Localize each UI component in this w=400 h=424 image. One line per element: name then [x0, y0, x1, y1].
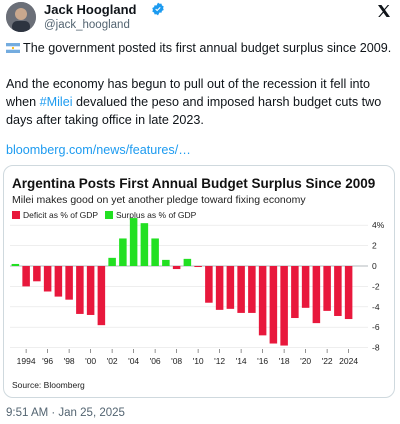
bar-1995 — [33, 266, 41, 282]
argentina-flag-icon — [6, 43, 20, 53]
hashtag-link[interactable]: #Milei — [39, 95, 73, 109]
x-tick-label: 1994 — [17, 356, 36, 366]
bar-1997 — [54, 266, 63, 297]
x-tick-label: '18 — [279, 356, 290, 366]
y-tick-label: -6 — [372, 322, 380, 332]
tweet-timestamp[interactable]: 9:51 AM · Jan 25, 2025 — [6, 407, 125, 419]
bar-1994 — [22, 266, 30, 287]
bar-1999 — [76, 266, 84, 314]
chart-bars — [11, 218, 353, 346]
y-tick-label: -4 — [372, 302, 380, 312]
y-tick-label: 0 — [372, 261, 377, 271]
x-tick-label: '06 — [150, 356, 161, 366]
bar-2022 — [323, 266, 331, 311]
chart-image-card[interactable]: Argentina Posts First Annual Budget Surp… — [3, 165, 395, 398]
tweet-text-line1: The government posted its first annual b… — [6, 40, 396, 57]
x-tick-label: '20 — [300, 356, 311, 366]
bar-2019 — [291, 266, 299, 319]
x-tick-label: '00 — [85, 356, 96, 366]
bar-1993 — [11, 263, 20, 266]
tweet-text-paragraph2: And the economy has begun to pull out of… — [6, 75, 396, 129]
bar-2013 — [226, 266, 235, 309]
bar-2012 — [215, 266, 224, 310]
x-tick-label: '08 — [171, 356, 182, 366]
x-tick-label: '14 — [236, 356, 247, 366]
x-logo-icon[interactable] — [376, 3, 392, 19]
y-tick-label: -2 — [372, 281, 380, 291]
bar-chart: Argentina Posts First Annual Budget Surp… — [10, 176, 385, 390]
x-tick-label: '22 — [322, 356, 333, 366]
x-tick-label: '10 — [193, 356, 204, 366]
bar-2015 — [248, 266, 256, 313]
bar-2007 — [162, 259, 170, 266]
tweet-text-part1: And the economy has begun to pull out of… — [6, 77, 371, 109]
bar-2003 — [119, 238, 127, 266]
bar-2016 — [258, 266, 267, 336]
bar-2009 — [183, 258, 192, 266]
x-tick-label: '16 — [257, 356, 268, 366]
bar-2024 — [344, 266, 353, 320]
legend-deficit-swatch — [12, 211, 20, 219]
bar-2010 — [194, 266, 202, 268]
tweet-header: Jack Hoogland @jack_hoogland — [0, 0, 400, 36]
bar-2018 — [280, 266, 288, 346]
x-tick-label: '04 — [128, 356, 139, 366]
x-tick-label: '12 — [214, 356, 225, 366]
bar-2023 — [334, 266, 342, 316]
bar-2017 — [269, 266, 278, 344]
avatar[interactable] — [6, 2, 36, 32]
bar-1996 — [43, 266, 52, 292]
y-tick-label: 4% — [372, 220, 385, 230]
y-axis-ticks: 4% 2 0 -2 -4 -6 -8 — [372, 220, 385, 352]
legend-surplus-label: Surplus as % of GDP — [116, 210, 197, 220]
chart-subtitle: Milei makes good on yet another pledge t… — [12, 194, 306, 206]
x-tick-label: 2024 — [339, 356, 358, 366]
bar-2011 — [205, 266, 213, 303]
chart-source: Source: Bloomberg — [12, 380, 85, 390]
bar-2005 — [140, 223, 149, 266]
author-name[interactable]: Jack Hoogland — [44, 2, 137, 17]
bar-2008 — [172, 266, 181, 270]
legend-deficit-label: Deficit as % of GDP — [23, 210, 98, 220]
author-handle[interactable]: @jack_hoogland — [44, 19, 130, 31]
x-tick-label: '96 — [42, 356, 53, 366]
x-tick-label: '02 — [107, 356, 118, 366]
x-axis-ticks: 1994 '96 '98 '00 '02 '04 '06 '08 '10 '12 '14 '16 '18… — [17, 349, 358, 366]
tweet-text-part2: devalued the peso and imposed harsh budg… — [6, 95, 382, 127]
bar-2000 — [86, 266, 95, 315]
verified-badge-icon — [152, 2, 164, 16]
tweet-text-sentence1: The government posted its first annual b… — [23, 41, 392, 55]
bar-2004 — [129, 218, 138, 266]
legend-surplus-swatch — [105, 211, 113, 219]
bar-2020 — [301, 266, 310, 308]
y-tick-label: -8 — [372, 343, 380, 353]
x-tick-label: '98 — [64, 356, 75, 366]
bar-2006 — [151, 238, 159, 266]
bar-2001 — [97, 266, 106, 326]
bar-2021 — [312, 266, 321, 324]
bar-2014 — [237, 266, 245, 313]
bar-2002 — [108, 257, 116, 266]
y-tick-label: 2 — [372, 241, 377, 251]
bar-1998 — [65, 266, 73, 300]
chart-title: Argentina Posts First Annual Budget Surp… — [12, 176, 375, 191]
article-link[interactable]: bloomberg.com/news/features/… — [6, 143, 191, 157]
